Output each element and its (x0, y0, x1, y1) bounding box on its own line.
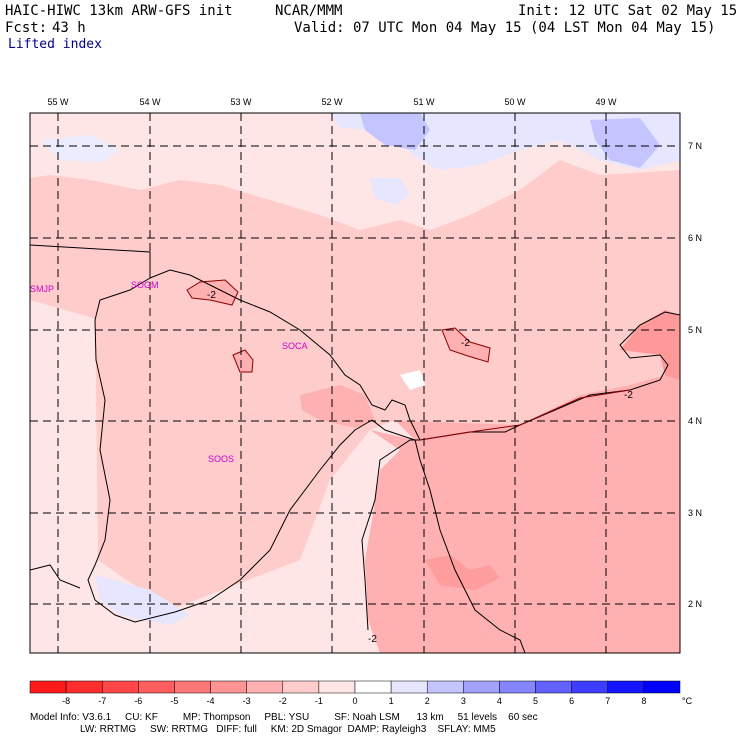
colorbar-swatch (426, 680, 464, 694)
lon-label-50w: 50 W (504, 97, 526, 107)
field-minus2-offshore (442, 328, 490, 362)
lon-label-53w: 53 W (230, 97, 252, 107)
colorbar-tick-label: -7 (98, 696, 106, 706)
colorbar-tick-label: 1 (389, 696, 394, 706)
contours (186, 279, 631, 441)
lat-label-6n: 6 N (688, 233, 702, 243)
lon-label-55w: 55 W (47, 97, 69, 107)
colorbar-swatch (354, 680, 392, 694)
colorbar-tick-label: 3 (461, 696, 466, 706)
colorbar-tick-label: 0 (352, 696, 357, 706)
lon-label-52w: 52 W (321, 97, 343, 107)
colorbar-unit: °C (682, 696, 693, 706)
colorbar-swatch (210, 680, 247, 694)
field-minus2-socas (300, 385, 375, 428)
colorbar-swatch (138, 680, 175, 694)
lat-label-5n: 5 N (688, 325, 702, 335)
lat-label-3n: 3 N (688, 508, 702, 518)
colorbar-tick-label: -6 (134, 696, 142, 706)
field-name: Lifted index (8, 37, 102, 52)
lon-label-54w: 54 W (139, 97, 161, 107)
border-guyane-brazil (371, 419, 526, 653)
colorbar-swatch (246, 680, 284, 694)
contour-label: -2 (368, 634, 377, 645)
colorbar-tick-label: 6 (569, 696, 574, 706)
colorbar-tick-label: -2 (279, 696, 287, 706)
lat-label-4n: 4 N (688, 416, 702, 426)
valid-time: Valid: 07 UTC Mon 04 May 15 (04 LST Mon … (294, 20, 716, 36)
colorbar-swatch (174, 680, 211, 694)
colorbar-tick-label: -4 (207, 696, 215, 706)
colorbar-tick-label: -8 (62, 696, 70, 706)
colorbar-tick-label: -3 (243, 696, 251, 706)
colorbar-swatch (535, 680, 572, 694)
colorbar-tick-label: 8 (641, 696, 646, 706)
colorbar-tick-label: 2 (425, 696, 430, 706)
coastline-path (30, 244, 680, 441)
border-oyapock (361, 439, 420, 631)
colorbar-tick-label: -5 (170, 696, 178, 706)
colorbar-swatch (65, 680, 103, 694)
shaded-field (30, 113, 680, 653)
contour-offshore (441, 327, 491, 363)
contour-label: -2 (207, 290, 216, 301)
station-smjp: SMJP (30, 284, 54, 294)
colorbar-tick-label: 4 (497, 696, 502, 706)
coastlines (30, 244, 680, 653)
colorbar-tick-label: 5 (533, 696, 538, 706)
plot-frame (29, 112, 681, 654)
colorbar-tick-label: -1 (315, 696, 323, 706)
center-label: NCAR/MMM (275, 3, 343, 19)
contour-label: -2 (461, 338, 470, 349)
graticule (30, 113, 680, 653)
colorbar-tick-label: 7 (605, 696, 610, 706)
colorbar-swatch (607, 680, 645, 694)
colorbar-swatch (571, 680, 609, 694)
field-plus2-east (590, 118, 660, 168)
station-sogm: SOGM (131, 280, 159, 290)
field-white-patch (400, 370, 425, 390)
contour-inland (232, 349, 254, 373)
lon-label-49w: 49 W (595, 97, 617, 107)
init-time: Init: 12 UTC Sat 02 May 15 (518, 3, 738, 19)
colorbar-swatch (390, 680, 428, 694)
lat-label-2n: 2 N (688, 599, 702, 609)
field-plus1-west (40, 135, 120, 162)
colorbar-swatch (282, 680, 320, 694)
colorbar-swatch (101, 680, 139, 694)
field-plus1-patch (370, 178, 410, 205)
station-soca: SOCA (282, 341, 308, 351)
model-info-line1: Model Info: V3.6.1 CU: KF MP: Thompson P… (30, 712, 538, 723)
colorbar: -8 -7 -6 -5 -4 -3 -2 -1 0 1 2 3 4 5 6 7 8 °C (29, 680, 693, 706)
contour-north (186, 279, 239, 306)
colorbar-swatch (318, 680, 356, 694)
model-title: HAIC-HIWC 13km ARW-GFS init (5, 3, 233, 19)
station-soos: SOOS (208, 454, 234, 464)
field-plus2-north (360, 113, 430, 150)
border-sw (30, 564, 81, 589)
border-suriname-guyane (87, 277, 373, 623)
field-plus1-south (95, 575, 190, 625)
field-minus3-east (620, 310, 680, 380)
colorbar-swatch (643, 680, 681, 694)
lat-label-7n: 7 N (688, 141, 702, 151)
field-minus3-patch (425, 555, 500, 590)
forecast-label: Fcst: (5, 20, 48, 36)
forecast-hour: 43 h (52, 20, 86, 36)
contour-east (419, 389, 631, 441)
contour-label: -2 (624, 390, 633, 401)
colorbar-swatch (499, 680, 536, 694)
model-info-line2: LW: RRTMG SW: RRTMG DIFF: full KM: 2D Sm… (30, 724, 496, 735)
colorbar-swatch (29, 680, 67, 694)
colorbar-swatch (463, 680, 500, 694)
field-minus1-coast (30, 240, 375, 480)
lon-label-51w: 51 W (413, 97, 435, 107)
field-minus2-coast (365, 430, 520, 653)
